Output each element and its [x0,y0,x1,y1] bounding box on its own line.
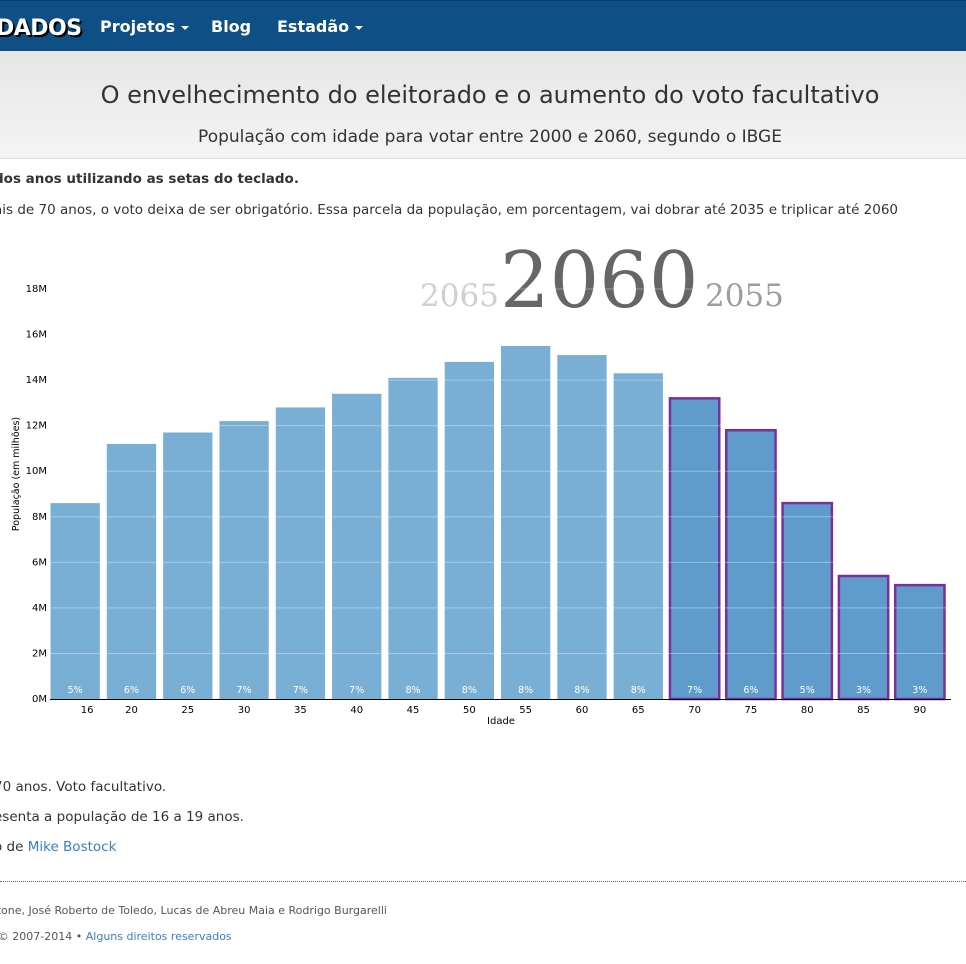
bar [501,345,551,699]
x-tick-label: 75 [745,705,758,716]
nav-blog-label: Blog [211,17,252,36]
x-tick-label: 85 [857,705,870,716]
page-title: O envelhecimento do eleitorado e o aumen… [100,81,880,109]
x-tick-label: 45 [407,705,420,716]
y-tick-label: 16M [26,330,47,341]
percent-label: 8% [574,685,589,696]
note-credit-prefix: o de [0,839,24,855]
y-tick-label: 4M [32,603,47,614]
nav-estadao[interactable]: Estadão [277,17,364,36]
note-credit: o de Mike Bostock [0,839,116,855]
bar [388,377,438,699]
x-tick-label: 70 [688,705,701,716]
percent-label: 8% [405,685,420,696]
divider [0,881,966,882]
footer-copyright: t © 2007-2014 • Alguns direitos reservad… [0,930,232,943]
bar [50,503,100,699]
caret-down-icon [355,25,364,30]
percent-label: 3% [912,685,927,696]
brand-logo[interactable]: DADOS [0,16,82,41]
year-selector: 2065 2060 2055 [0,236,966,326]
percent-label: 7% [237,685,252,696]
percent-label: 5% [68,685,83,696]
keyboard-instruction: dos anos utilizando as setas do teclado. [0,171,299,187]
x-tick-label: 50 [463,705,476,716]
rights-link[interactable]: Alguns direitos reservados [85,930,232,943]
year-previous[interactable]: 2065 [420,278,499,314]
percent-label: 8% [462,685,477,696]
nav-blog[interactable]: Blog [211,17,251,36]
y-tick-label: 8M [32,512,47,523]
percent-label: 7% [293,685,308,696]
caret-down-icon [181,25,190,30]
bar [837,574,890,701]
percent-label: 3% [856,685,871,696]
x-tick-label: 30 [238,705,251,716]
percent-label: 5% [800,685,815,696]
bar [893,583,946,701]
bar [332,393,382,699]
x-axis-label: Idade [487,716,515,727]
note-first-bar: esenta a população de 16 a 19 anos. [0,809,244,825]
bar [725,428,777,701]
page-header: O envelhecimento do eleitorado e o aumen… [0,51,966,159]
population-bar-chart: 0M 2M 4M 6M 8M 10M 12M 14M 16M 18M 5% 6% 6% 7% 7% 7% 8% 8… [11,284,951,727]
percent-label: 7% [687,685,702,696]
y-tick-label: 12M [26,421,47,432]
x-tick-label: 25 [181,705,194,716]
mike-bostock-link[interactable]: Mike Bostock [27,839,117,855]
bar [557,355,607,699]
bar [163,432,213,699]
copyright-text: t © 2007-2014 • [0,930,83,943]
bar [106,443,157,699]
navbar: DADOS Projetos Blog Estadão [0,0,966,51]
nav-projetos-label: Projetos [100,17,176,36]
x-tick-label: 90 [913,705,926,716]
y-tick-label: 14M [26,375,47,386]
y-tick-label: 10M [26,466,47,477]
x-tick-label: 60 [576,705,589,716]
note-optional-vote: 70 anos. Voto facultativo. [0,779,167,795]
nav-estadao-label: Estadão [277,17,350,36]
x-tick-label: 40 [350,705,363,716]
bar [668,397,721,701]
percent-label: 8% [518,685,533,696]
page-subtitle: População com idade para votar entre 200… [198,127,782,147]
y-tick-label: 6M [32,557,47,568]
y-tick-label: 2M [32,648,47,659]
y-axis-label: População (em milhões) [11,417,22,531]
percent-label: 6% [180,685,195,696]
percent-label: 7% [349,685,364,696]
bar [444,361,494,699]
x-tick-label: 65 [632,705,645,716]
percent-label: 8% [631,685,646,696]
year-current: 2060 [500,236,699,326]
intro-description: ais de 70 anos, o voto deixa de ser obri… [0,202,899,218]
x-tick-label: 35 [294,705,307,716]
nav-projetos[interactable]: Projetos [100,17,190,36]
x-tick-label: 16 [81,705,94,716]
year-next[interactable]: 2055 [705,278,784,314]
percent-label: 6% [743,685,758,696]
y-tick-label: 18M [26,284,47,295]
x-tick-label: 20 [125,705,138,716]
bar [219,421,269,699]
bar [781,501,834,701]
bar [613,373,663,699]
footer-credits: atone, José Roberto de Toledo, Lucas de … [0,904,387,917]
percent-label: 6% [124,685,139,696]
x-tick-label: 55 [519,705,532,716]
bar [275,407,326,699]
y-tick-label: 0M [32,694,47,705]
x-tick-label: 80 [801,705,814,716]
